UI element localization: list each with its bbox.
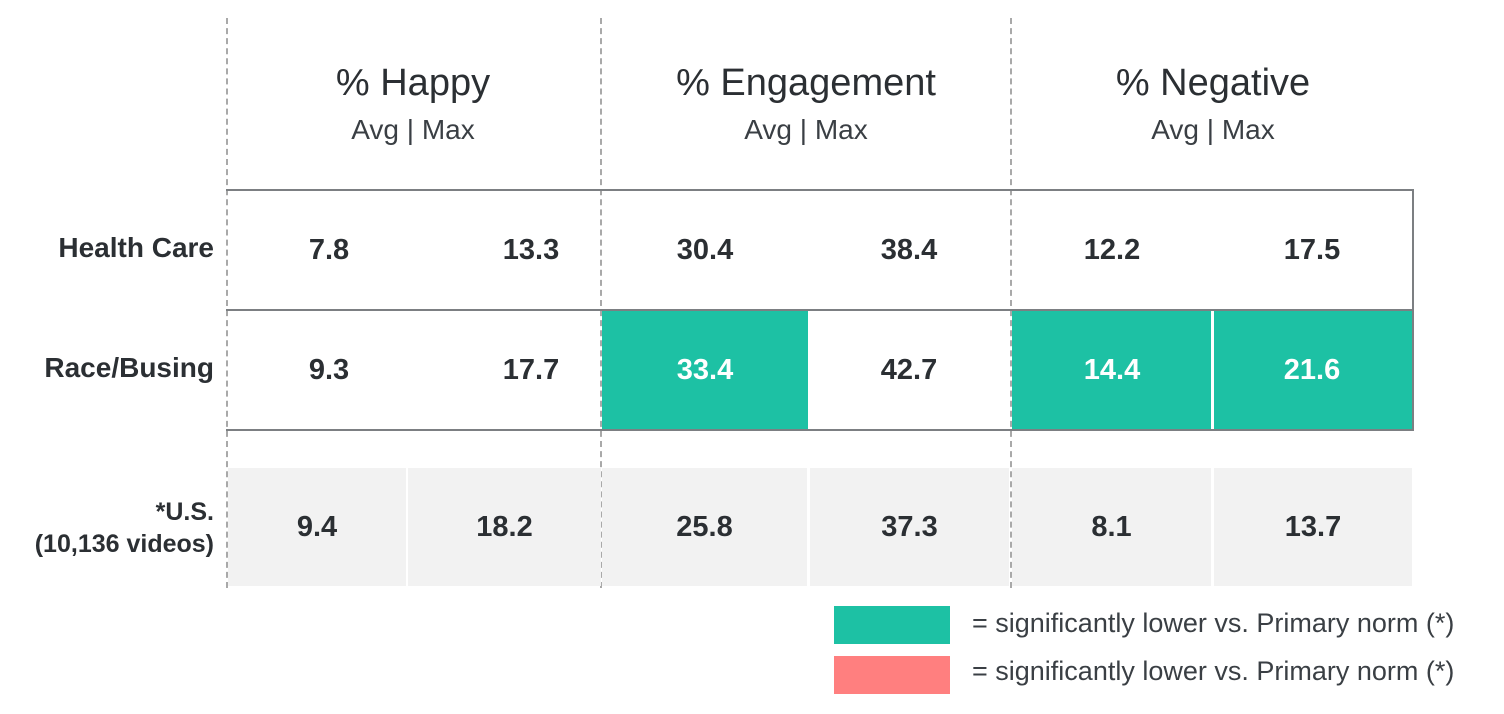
table-cell: 17.5 <box>1283 233 1341 266</box>
norm-cell: 37.3 <box>810 468 1009 586</box>
cell-separator <box>1211 311 1214 429</box>
group-divider <box>226 18 228 588</box>
row-label-health-care: Health Care <box>58 232 214 263</box>
legend-label-teal: = significantly lower vs. Primary norm (… <box>972 608 1455 638</box>
table-cell: 30.4 <box>676 233 734 266</box>
group-divider <box>600 18 602 588</box>
group-title-engagement: % Engagement <box>676 62 936 104</box>
table-cell: 9.3 <box>308 353 350 386</box>
norm-cell: 9.4 <box>228 468 406 586</box>
norm-cell: 8.1 <box>1012 468 1211 586</box>
group-subtitle-happy: Avg | Max <box>351 114 475 145</box>
table-cell: 33.4 <box>602 311 808 429</box>
legend-swatch-red <box>834 656 950 694</box>
legend-swatch-teal <box>834 606 950 644</box>
group-title-negative: % Negative <box>1115 62 1311 104</box>
row-label-us-norm: *U.S. (10,136 videos) <box>35 496 214 560</box>
table-cell: 13.3 <box>502 233 560 266</box>
table-border-right <box>1412 189 1414 431</box>
table-cell: 38.4 <box>880 233 938 266</box>
norm-cell: 13.7 <box>1214 468 1412 586</box>
table-cell: 7.8 <box>308 233 350 266</box>
table-cell: 17.7 <box>502 353 560 386</box>
norm-label-line1: *U.S. <box>155 498 214 526</box>
table-cell: 14.4 <box>1012 311 1212 429</box>
row-label-race-busing: Race/Busing <box>44 352 214 383</box>
group-subtitle-negative: Avg | Max <box>1151 114 1275 145</box>
norm-cell: 25.8 <box>602 468 807 586</box>
group-subtitle-engagement: Avg | Max <box>744 114 868 145</box>
norm-cell: 18.2 <box>408 468 601 586</box>
group-title-happy: % Happy <box>335 62 491 104</box>
table-border-top <box>226 189 1414 191</box>
table-cell: 21.6 <box>1212 311 1412 429</box>
table-cell: 12.2 <box>1083 233 1141 266</box>
table-border-bottom <box>226 429 1414 431</box>
legend-label-red: = significantly lower vs. Primary norm (… <box>972 656 1455 686</box>
group-divider <box>1010 18 1012 588</box>
norm-label-line2: (10,136 videos) <box>34 530 214 558</box>
row-divider <box>226 309 1414 311</box>
table-cell: 42.7 <box>880 353 938 386</box>
